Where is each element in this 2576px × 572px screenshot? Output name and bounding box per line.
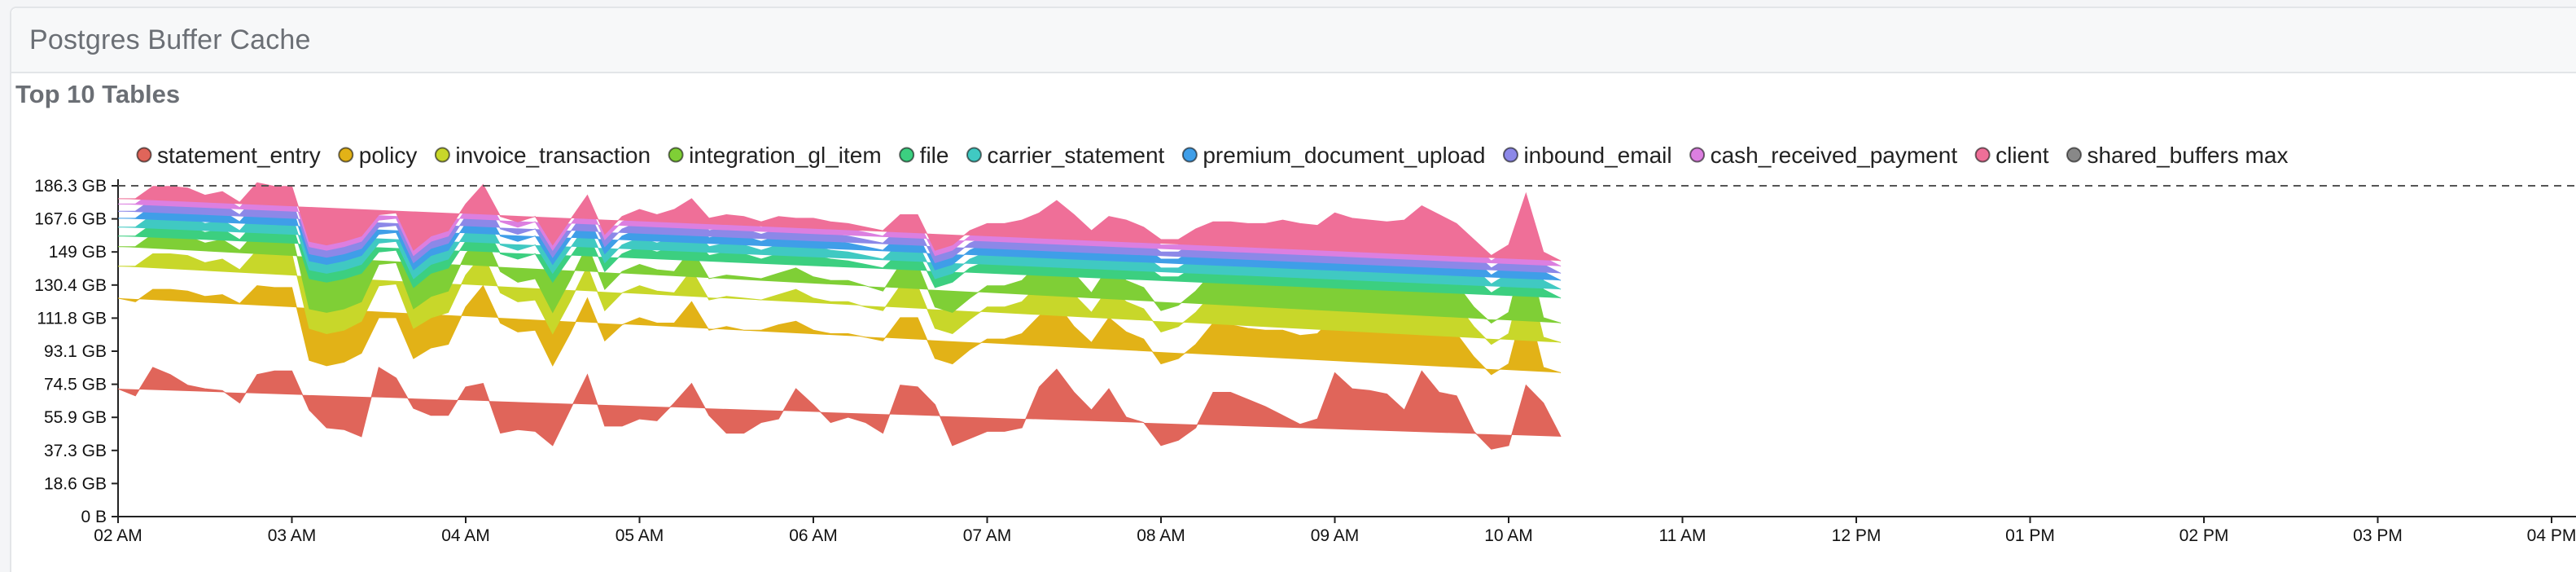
legend-swatch — [1689, 147, 1706, 163]
legend-label: inbound_email — [1523, 143, 1671, 168]
legend-item[interactable]: cash_received_payment — [1689, 143, 1958, 168]
x-tick-label: 02 PM — [2180, 526, 2229, 545]
legend-label: client — [1996, 143, 2049, 168]
legend-item[interactable]: file — [899, 143, 949, 168]
legend-label: cash_received_payment — [1711, 143, 1958, 168]
y-tick-label: 130.4 GB — [34, 276, 107, 295]
chart-areas — [117, 182, 1562, 450]
y-tick-label: 111.8 GB — [37, 309, 107, 328]
legend-swatch — [1181, 147, 1198, 163]
legend-swatch — [668, 147, 684, 163]
series-area-policy[interactable] — [117, 284, 1562, 376]
legend-item[interactable]: shared_buffers max — [2066, 143, 2288, 168]
legend-item[interactable]: integration_gl_item — [668, 143, 882, 168]
legend-swatch — [338, 147, 354, 163]
legend-item[interactable]: premium_document_upload — [1181, 143, 1486, 168]
legend-swatch — [899, 147, 915, 163]
series-area-client[interactable] — [118, 182, 1562, 262]
x-tick-label: 07 AM — [963, 526, 1012, 545]
x-tick-label: 10 AM — [1484, 526, 1533, 545]
legend-label: statement_entry — [157, 143, 321, 168]
y-tick-label: 167.6 GB — [34, 210, 107, 229]
y-tick-label: 18.6 GB — [44, 474, 107, 493]
section-title: Top 10 Tables — [15, 80, 181, 108]
x-tick-label: 09 AM — [1311, 526, 1360, 545]
legend-label: integration_gl_item — [689, 143, 882, 168]
legend-item[interactable]: policy — [338, 143, 418, 168]
x-tick-label: 11 AM — [1659, 526, 1706, 545]
panel-header: Postgres Buffer Cache — [11, 8, 2576, 73]
x-tick-label: 12 PM — [1832, 526, 1882, 545]
x-tick-label: 06 AM — [789, 526, 838, 545]
x-tick-label: 04 PM — [2527, 526, 2576, 545]
y-tick-label: 37.3 GB — [44, 442, 107, 460]
x-tick-label: 03 PM — [2353, 526, 2403, 545]
x-tick-label: 01 PM — [2005, 526, 2055, 545]
legend-label: carrier_statement — [987, 143, 1164, 168]
legend-label: file — [920, 143, 949, 168]
legend-label: shared_buffers max — [2087, 143, 2288, 168]
legend-swatch — [136, 147, 152, 163]
x-axis: 02 AM 03 AM 04 AM 05 AM 06 AM 07 AM 08 AM 09 AM… — [94, 516, 2576, 545]
legend-label: policy — [359, 143, 418, 168]
x-tick-label: 03 AM — [268, 526, 317, 545]
legend-item[interactable]: carrier_statement — [966, 143, 1165, 168]
x-tick-label: 02 AM — [94, 526, 142, 545]
y-tick-label: 93.1 GB — [44, 342, 107, 361]
legend-item[interactable]: invoice_transaction — [434, 143, 651, 168]
legend-item[interactable]: statement_entry — [136, 143, 321, 168]
legend-swatch — [966, 147, 982, 163]
x-tick-label: 08 AM — [1137, 526, 1185, 545]
y-tick-label: 0 B — [81, 508, 107, 526]
series-area-statement-entry[interactable] — [117, 367, 1562, 450]
chart-legend: statement_entry policy invoice_transaction… — [136, 143, 2288, 168]
legend-item[interactable]: inbound_email — [1502, 143, 1672, 168]
legend-label: premium_document_upload — [1203, 143, 1485, 168]
legend-swatch — [1502, 147, 1518, 163]
panel-title: Postgres Buffer Cache — [29, 24, 311, 55]
y-axis: 0 B 18.6 GB 37.3 GB 55.9 GB 74.5 GB 93.1 GB 11… — [34, 177, 119, 526]
x-tick-label: 04 AM — [441, 526, 490, 545]
y-tick-label: 74.5 GB — [44, 376, 107, 394]
x-tick-label: 05 AM — [616, 526, 664, 545]
legend-item[interactable]: client — [1974, 143, 2049, 168]
legend-swatch — [434, 147, 450, 163]
legend-label: invoice_transaction — [455, 143, 651, 168]
y-tick-label: 55.9 GB — [44, 408, 107, 427]
y-tick-label: 186.3 GB — [34, 177, 107, 196]
legend-swatch — [1974, 147, 1991, 163]
y-tick-label: 149 GB — [49, 243, 107, 262]
legend-swatch — [2066, 147, 2082, 163]
